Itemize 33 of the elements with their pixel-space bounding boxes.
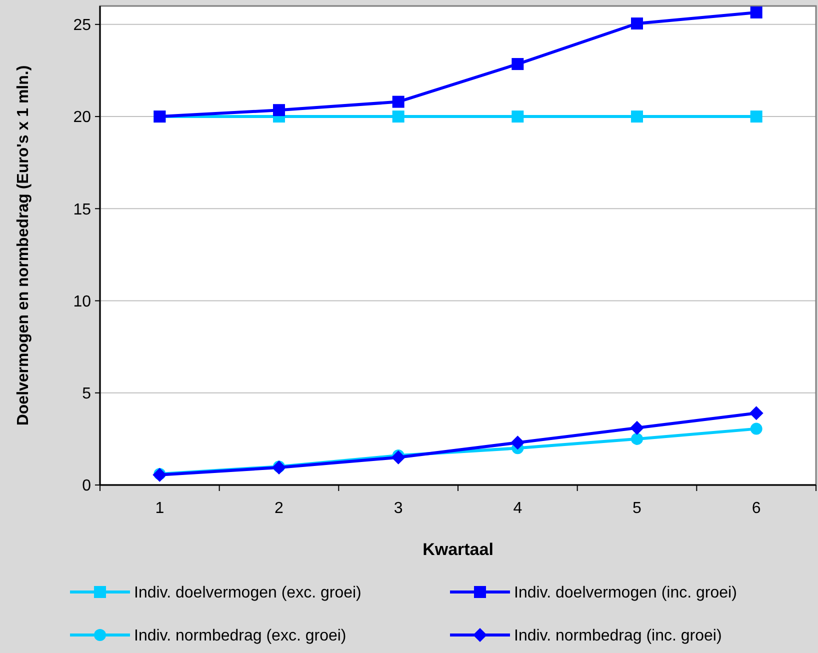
x-tick-label: 1 <box>155 500 164 517</box>
point <box>392 110 404 123</box>
y-tick-label: 20 <box>73 109 92 126</box>
point <box>510 436 525 450</box>
point <box>392 96 404 108</box>
point <box>750 422 762 435</box>
y-tick-label: 25 <box>73 17 92 34</box>
y-tick-label: 10 <box>73 293 92 310</box>
point <box>391 450 406 464</box>
point <box>631 18 643 30</box>
point <box>512 58 524 70</box>
y-axis-title: Doelvermogen en normbedrag (Euro's x 1 mln.) <box>15 65 32 426</box>
x-tick-label: 2 <box>274 500 284 517</box>
y-tick-label: 0 <box>82 478 92 495</box>
point <box>750 6 762 18</box>
x-tick-label: 5 <box>632 500 642 517</box>
legend-label: Indiv. normbedrag (inc. groei) <box>514 628 722 645</box>
y-tick-label: 5 <box>82 385 92 402</box>
point <box>749 406 764 420</box>
point <box>631 432 643 445</box>
legend-label: Indiv. normbedrag (exc. groei) <box>134 628 346 645</box>
point <box>273 104 285 116</box>
point <box>630 420 644 435</box>
x-tick-label: 3 <box>394 500 403 517</box>
point <box>631 110 643 123</box>
point <box>512 110 524 123</box>
legend-label: Indiv. doelvermogen (exc. groei) <box>134 584 362 602</box>
x-axis-title: Kwartaal <box>422 540 494 559</box>
y-tick-label: 15 <box>73 201 92 218</box>
x-tick-label: 6 <box>752 500 761 517</box>
legend-label: Indiv. doelvermogen (inc. groei) <box>514 584 737 602</box>
x-tick-label: 4 <box>513 500 522 517</box>
point <box>750 110 762 123</box>
